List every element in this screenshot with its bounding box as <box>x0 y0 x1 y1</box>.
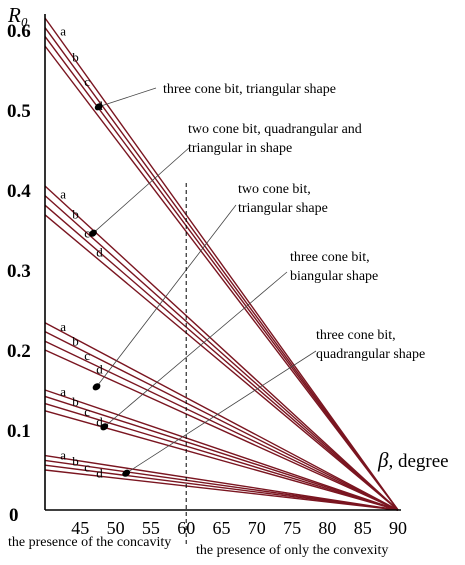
annotation-leader-lines <box>92 87 317 474</box>
x-tick-label: 85 <box>354 518 372 538</box>
series-letter-d: d <box>96 361 103 376</box>
series-line-1-d <box>44 45 399 511</box>
series-line-2-d <box>44 214 399 511</box>
group-label: three cone bit, <box>290 250 370 265</box>
group-marker <box>100 423 109 431</box>
series-letter-a: a <box>60 319 66 334</box>
series-letter-d: d <box>96 414 103 429</box>
x-tick-label: 45 <box>71 518 89 538</box>
x-tick-label: 60 <box>177 518 195 538</box>
group-label: quadrangular shape <box>316 347 425 362</box>
x-tick-label: 70 <box>248 518 266 538</box>
y-tick-label: 0.1 <box>7 421 31 442</box>
series-letter-b: b <box>72 394 79 409</box>
series-letter-a: a <box>60 186 66 201</box>
series-letter-a: a <box>60 384 66 399</box>
group-label: three cone bit, <box>316 328 396 343</box>
leader-line <box>92 146 191 234</box>
y-tick-label: 0.3 <box>7 261 31 282</box>
series-line-2-a <box>44 185 399 511</box>
group-marker <box>94 103 103 111</box>
x-axis-unit: , degree <box>388 451 448 472</box>
markers <box>89 103 131 477</box>
y-tick-label: 0.2 <box>7 341 31 362</box>
series-letter-c: c <box>84 74 90 89</box>
series-line-2-b <box>44 195 399 511</box>
series-line-4-b <box>44 395 399 511</box>
x-tick-label: 90 <box>389 518 407 538</box>
y-tick-label: 0.5 <box>7 101 31 122</box>
group-label: triangular shape <box>238 201 328 216</box>
x-tick-label: 55 <box>142 518 160 538</box>
series-line-3-b <box>44 330 399 511</box>
x-tick-label: 50 <box>107 518 125 538</box>
series-line-5-b <box>44 459 399 511</box>
series-letter-d: d <box>96 244 103 259</box>
leader-line <box>104 271 288 428</box>
group-marker <box>89 229 97 237</box>
series-line-5-d <box>44 469 399 511</box>
series-line-1-c <box>44 35 399 511</box>
series-letter-b: b <box>72 49 79 64</box>
group-label: two cone bit, quadrangular and <box>188 122 362 137</box>
y-axis-title: R₀ <box>7 3 28 27</box>
series-line-1-b <box>44 27 399 511</box>
x-origin-label: 0 <box>9 505 19 526</box>
series-letter-d: d <box>96 98 103 113</box>
series-letter-a: a <box>60 447 66 462</box>
series-line-4-c <box>44 402 399 511</box>
y-tick-label: 0.6 <box>7 21 31 42</box>
leader-line <box>96 204 237 388</box>
group-label: three cone bit, triangular shape <box>163 82 336 97</box>
group-marker <box>122 469 131 477</box>
series-letter-b: b <box>72 206 79 221</box>
series-letter-c: c <box>84 348 90 363</box>
region-left-label: the presence of the concavity <box>8 535 171 550</box>
series-line-3-c <box>44 340 399 511</box>
series-letter-c: c <box>84 226 90 241</box>
x-tick-label: 65 <box>213 518 231 538</box>
region-right-label: the presence of only the convexity <box>196 543 388 558</box>
series-line-5-a <box>44 454 399 511</box>
series-letter-c: c <box>84 460 90 475</box>
leader-line <box>98 87 157 108</box>
x-tick-labels: 45 50 55 60 65 70 75 80 85 90 <box>71 518 407 538</box>
series-letter-d: d <box>96 465 103 480</box>
x-tick-label: 75 <box>283 518 301 538</box>
group-marker <box>92 383 101 391</box>
x-axis-title: β, degree <box>377 448 449 472</box>
series-letter-b: b <box>72 454 79 469</box>
series-letter-b: b <box>72 333 79 348</box>
series-line-5-c <box>44 464 399 511</box>
group-label: two cone bit, <box>238 182 311 197</box>
x-axis-symbol: β <box>377 448 389 472</box>
annotation-labels: three cone bit, triangular shape two cone… <box>163 82 425 362</box>
x-tick-label: 80 <box>318 518 336 538</box>
series-line-3-a <box>44 322 399 511</box>
series-line-4-a <box>44 389 399 511</box>
leader-line <box>125 350 317 474</box>
y-tick-labels: 0.1 0.2 0.3 0.4 0.5 0.6 <box>7 21 31 442</box>
series-line-2-c <box>44 204 399 511</box>
series-line-1-a <box>44 17 399 511</box>
series-letter-a: a <box>60 24 66 39</box>
group-label: biangular shape <box>290 269 378 284</box>
y-tick-label: 0.4 <box>7 181 31 202</box>
series-letter-c: c <box>84 404 90 419</box>
group-label: triangular in shape <box>188 141 292 156</box>
